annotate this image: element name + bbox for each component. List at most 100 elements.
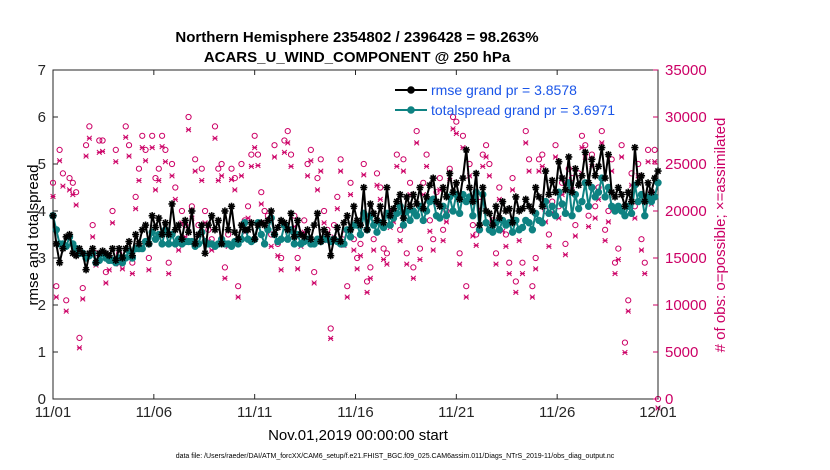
obs-possible-point	[165, 259, 172, 266]
obs-possible-point	[231, 175, 238, 182]
x-tick-label: 11/16	[337, 404, 373, 421]
obs-possible-point	[135, 165, 143, 172]
star-stroke	[191, 240, 199, 248]
obs-assimilated-point	[318, 168, 324, 174]
obs-possible-point	[453, 118, 460, 125]
obs-possible-point	[334, 193, 341, 200]
obs-assimilated-point	[106, 267, 112, 273]
star-stroke	[512, 193, 520, 201]
obs-assimilated-point	[427, 228, 433, 235]
rmse-point	[313, 209, 322, 217]
rmse-point	[72, 252, 80, 260]
rmse-point	[158, 230, 166, 239]
obs-possible-point	[598, 128, 605, 135]
obs-assimilated-point	[122, 134, 129, 141]
rmse-point	[505, 205, 513, 213]
rmse-point	[82, 266, 90, 274]
star-stroke	[129, 252, 136, 259]
obs-assimilated-point	[248, 163, 255, 170]
obs-possible-point	[479, 151, 486, 158]
obs-assimilated-point	[493, 261, 499, 267]
obs-assimilated-point	[119, 266, 126, 272]
rmse-point	[479, 183, 487, 192]
obs-assimilated-point	[165, 270, 172, 277]
star-stroke	[218, 240, 225, 248]
rmse-point	[380, 219, 388, 227]
obs-possible-point	[56, 146, 63, 153]
rmse-point	[274, 223, 282, 232]
rmse-point	[545, 190, 553, 199]
obs-assimilated-point	[251, 144, 258, 151]
obs-assimilated-point	[63, 308, 69, 314]
rmse-point	[403, 193, 411, 201]
rmse-point	[492, 202, 500, 210]
rmse-point	[184, 228, 193, 236]
y-left-tick-label: 6	[38, 109, 46, 126]
rmse-point	[148, 212, 156, 220]
obs-possible-point	[621, 339, 629, 346]
obs-assimilated-point	[612, 270, 618, 277]
totalspread-point	[584, 202, 593, 211]
obs-possible-point	[314, 175, 321, 182]
obs-possible-point	[132, 193, 139, 200]
obs-assimilated-point	[212, 135, 218, 141]
rmse-point	[171, 226, 179, 234]
star-stroke	[261, 221, 268, 229]
obs-possible-point	[572, 222, 579, 229]
totalspread-point	[138, 244, 146, 253]
rmse-point	[512, 193, 520, 201]
star-stroke	[486, 210, 493, 217]
obs-possible-point	[383, 250, 391, 257]
rmse-point	[499, 198, 507, 206]
star-stroke	[410, 191, 417, 198]
star-stroke	[307, 236, 315, 243]
rmse-point	[343, 212, 351, 220]
totalspread-point	[393, 209, 401, 218]
obs-assimilated-point	[142, 158, 149, 164]
star-stroke	[549, 177, 556, 184]
rmse-point	[280, 219, 289, 227]
rmse-point	[611, 193, 619, 201]
obs-assimilated-point	[450, 126, 456, 132]
obs-assimilated-point	[146, 267, 152, 273]
rmse-point	[277, 216, 285, 224]
x-tick-label: 11/26	[539, 404, 575, 421]
rmse-point	[218, 240, 226, 248]
obs-possible-point	[525, 156, 533, 163]
star-stroke	[380, 219, 387, 226]
obs-assimilated-point	[579, 144, 585, 151]
rmse-point	[565, 153, 573, 161]
obs-possible-point	[482, 142, 490, 149]
rmse-point	[591, 172, 599, 180]
star-stroke	[390, 205, 397, 212]
obs-possible-point	[377, 184, 384, 191]
rmse-point	[191, 240, 199, 248]
star-stroke	[208, 212, 215, 219]
star-stroke	[565, 153, 572, 161]
y-axis-left-label: rmse and totalspread	[25, 165, 42, 306]
obs-assimilated-point	[410, 275, 417, 282]
obs-assimilated-point	[645, 158, 651, 165]
obs-possible-point	[426, 217, 433, 224]
rmse-point	[155, 214, 163, 222]
obs-assimilated-point	[294, 266, 301, 272]
obs-assimilated-point	[413, 140, 420, 146]
rmse-point	[551, 188, 560, 196]
rmse-point	[426, 181, 434, 189]
star-stroke	[195, 231, 202, 238]
obs-assimilated-point	[423, 163, 430, 170]
star-stroke	[109, 245, 116, 252]
totalspread-point	[548, 202, 556, 211]
star-stroke	[532, 184, 539, 191]
rmse-point	[264, 216, 272, 224]
rmse-point	[327, 252, 335, 260]
y-left-tick-label: 1	[38, 344, 46, 361]
obs-possible-point	[228, 165, 235, 172]
star-stroke	[482, 207, 490, 215]
obs-possible-point	[585, 212, 592, 219]
rmse-point	[422, 193, 431, 201]
obs-assimilated-point	[268, 243, 274, 250]
obs-assimilated-point	[552, 154, 559, 160]
obs-possible-point	[142, 146, 149, 153]
star-stroke	[469, 198, 477, 205]
